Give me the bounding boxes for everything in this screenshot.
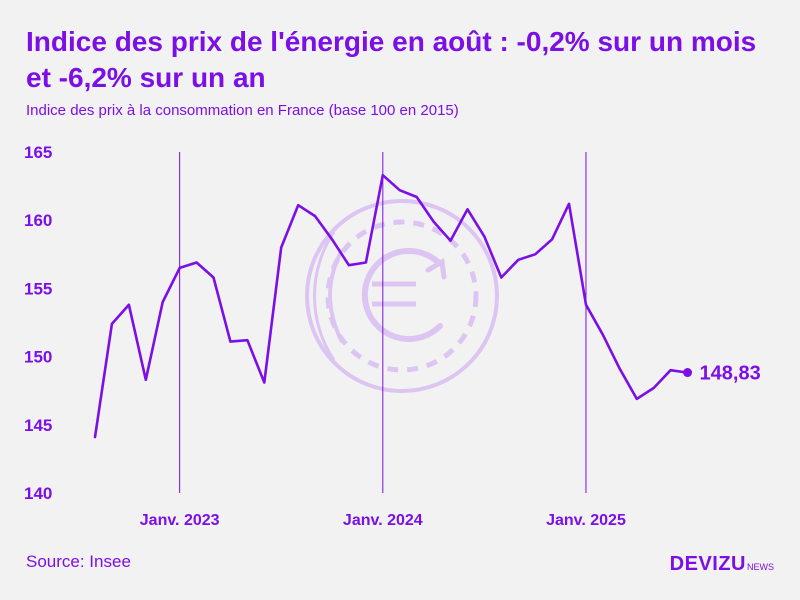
- chart-title: Indice des prix de l'énergie en août : -…: [26, 26, 757, 93]
- series-line: [93, 173, 689, 439]
- brand-sub: NEWS: [747, 562, 774, 572]
- end-point-marker: [683, 368, 693, 378]
- end-value-label: 148,83: [700, 363, 761, 385]
- y-tick-label: 145: [24, 416, 52, 435]
- x-tick-label: Janv. 2025: [546, 512, 626, 529]
- x-axis: Janv. 2023 Janv. 2024 Janv. 2025: [140, 512, 626, 529]
- brand-logo: DEVIZU NEWS: [670, 553, 774, 576]
- y-tick-label: 155: [24, 279, 52, 298]
- y-tick-label: 160: [24, 211, 52, 230]
- x-tick-label: Janv. 2024: [343, 512, 423, 529]
- series-layer: 148,83: [93, 173, 761, 439]
- y-tick-label: 150: [24, 348, 52, 367]
- year-separator-lines: [179, 152, 587, 493]
- y-tick-label: 165: [24, 143, 52, 162]
- source-note: Source: Insee: [26, 552, 131, 571]
- x-tick-label: Janv. 2023: [140, 512, 220, 529]
- brand-name: DEVIZU: [669, 553, 746, 575]
- euro-coin-watermark-icon: [305, 199, 499, 393]
- y-axis: 140 145 150 155 160 165: [24, 143, 52, 503]
- chart-subtitle: Indice des prix à la consommation en Fra…: [26, 102, 459, 119]
- y-tick-label: 140: [24, 484, 52, 503]
